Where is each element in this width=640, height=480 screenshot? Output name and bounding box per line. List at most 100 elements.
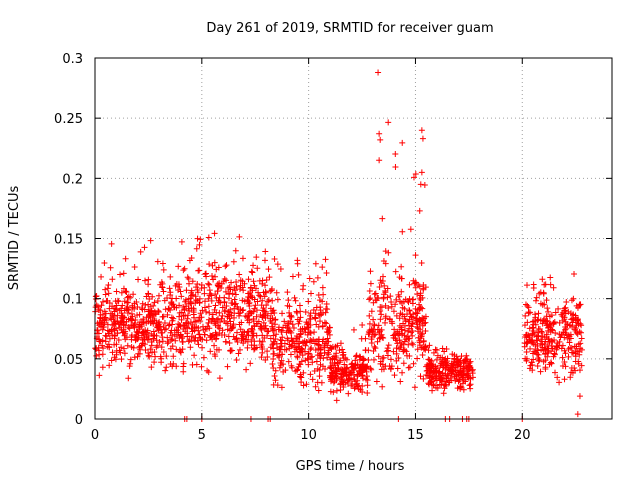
data-point [434,352,441,359]
data-point [387,356,394,363]
data-point [176,313,183,320]
data-point [182,320,189,327]
data-point [416,306,423,313]
data-point [467,358,474,365]
data-point [384,345,391,352]
data-point [188,255,195,262]
data-point [231,284,238,291]
data-point [447,363,454,370]
data-point [113,288,120,295]
data-point [124,294,131,301]
data-point [366,287,373,294]
data-point [379,215,386,222]
data-point [525,304,532,311]
data-point [259,307,266,314]
data-point [234,338,241,345]
data-point [393,296,400,303]
data-point [561,316,568,323]
data-point [390,348,397,355]
data-point [421,182,428,189]
data-point [299,352,306,359]
data-point [539,333,546,340]
data-point [301,348,308,355]
data-point [306,275,313,282]
data-point [555,305,562,312]
data-point [307,336,314,343]
data-point [162,306,169,313]
data-point [225,285,232,292]
data-point [169,295,176,302]
data-point [353,352,360,359]
data-point [139,306,146,313]
data-point [406,335,413,342]
data-point [320,363,327,370]
data-point [382,319,389,326]
data-point [121,298,128,305]
data-point [259,346,266,353]
data-point [352,353,359,360]
data-point [385,119,392,126]
data-point [568,364,575,371]
data-point [260,312,267,319]
data-point [340,355,347,362]
data-point [562,329,569,336]
data-point [327,364,334,371]
data-point [409,296,416,303]
data-point [543,331,550,338]
data-point [529,350,536,357]
data-point [307,316,314,323]
data-point [176,302,183,309]
data-point [332,343,339,350]
data-point [259,297,266,304]
data-point [158,344,165,351]
data-point [467,381,474,388]
data-point [414,355,421,362]
data-point [255,318,262,325]
data-point [278,357,285,364]
data-point [443,382,450,389]
data-point [159,329,166,336]
data-point [286,341,293,348]
data-point [286,313,293,320]
data-point [377,358,384,365]
data-point [381,282,388,289]
data-point [391,331,398,338]
data-point [248,336,255,343]
data-point [231,296,238,303]
data-point [333,350,340,357]
data-point [317,347,324,354]
data-point [234,329,241,336]
data-point [340,379,347,386]
data-point [136,326,143,333]
data-point [563,299,570,306]
data-point [339,378,346,385]
data-point [206,261,213,268]
data-point [552,309,559,316]
data-point [265,266,272,273]
data-point [541,301,548,308]
data-point [218,280,225,287]
data-point [151,299,158,306]
data-point [308,345,315,352]
data-point [233,335,240,342]
data-point [538,336,545,343]
data-point [92,304,99,311]
data-point [562,350,569,357]
data-point [223,320,230,327]
data-point [131,321,138,328]
data-point [393,337,400,344]
data-point [545,308,552,315]
data-point [537,289,544,296]
data-point [156,318,163,325]
data-point [172,337,179,344]
data-point [161,297,168,304]
data-point [420,285,427,292]
data-point [275,354,282,361]
data-point [411,280,418,287]
data-point [399,369,406,376]
data-point [359,321,366,328]
data-point [193,245,200,252]
data-point [322,256,329,263]
data-point [294,353,301,360]
data-point [367,365,374,372]
